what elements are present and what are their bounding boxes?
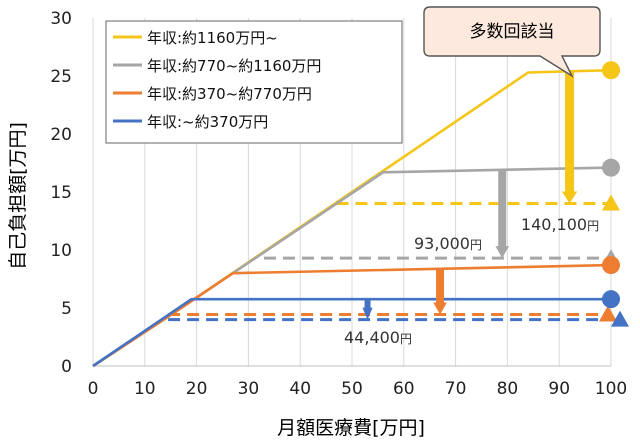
y-tick-label: 0 <box>61 357 72 377</box>
reduction-arrow-3 <box>362 299 373 320</box>
x-tick-label: 20 <box>186 379 208 399</box>
value-label-2: 44,400円 <box>344 328 412 347</box>
legend-label-2: 年収:約370~約770万円 <box>147 85 312 103</box>
legend-label-0: 年収:約1160万円~ <box>147 29 278 47</box>
y-tick-labels: 0 5 10 15 20 25 30 <box>50 9 72 377</box>
x-tick-label: 30 <box>238 379 260 399</box>
legend: 年収:約1160万円~ 年収:約770~約1160万円年収:約370~約770万円… <box>105 20 403 144</box>
end-triangle-0 <box>602 194 620 211</box>
end-circle-1 <box>602 158 620 177</box>
end-circle-0 <box>602 61 620 80</box>
end-triangle-2 <box>599 305 617 322</box>
y-axis-label: 自己負担額[万円] <box>7 122 29 270</box>
reduction-arrows <box>362 71 578 320</box>
end-circle-2 <box>602 256 620 275</box>
y-tick-label: 15 <box>50 183 72 203</box>
value-label-1: 93,000円 <box>414 234 482 253</box>
callout-bubble <box>423 6 601 78</box>
x-tick-labels: 0 10 20 30 40 50 60 70 80 90 100 <box>88 379 628 399</box>
series-line-3 <box>92 297 611 368</box>
x-tick-label: 0 <box>88 379 99 399</box>
x-tick-label: 100 <box>595 379 627 399</box>
end-triangle-3 <box>611 310 629 327</box>
x-tick-label: 10 <box>134 379 156 399</box>
y-tick-label: 25 <box>50 67 72 87</box>
y-tick-label: 10 <box>50 241 72 261</box>
callout-text: 多数回該当 <box>470 22 555 42</box>
x-tick-label: 40 <box>289 379 311 399</box>
x-tick-label: 70 <box>445 379 467 399</box>
y-tick-label: 30 <box>50 9 72 29</box>
legend-box <box>105 20 403 144</box>
x-tick-label: 50 <box>341 379 363 399</box>
end-markers <box>599 61 629 327</box>
value-labels: 140,100円 93,000円 44,400円 <box>344 215 599 347</box>
x-tick-label: 90 <box>548 379 570 399</box>
end-circle-3 <box>602 290 620 309</box>
legend-label-1: 年収:約770~約1160万円 <box>147 57 321 75</box>
y-tick-label: 20 <box>50 125 72 145</box>
callout: 多数回該当 <box>423 6 601 78</box>
reduction-arrow-1 <box>495 169 510 259</box>
x-tick-label: 80 <box>497 379 519 399</box>
value-label-0: 140,100円 <box>521 215 599 234</box>
reduction-arrow-2 <box>433 268 447 315</box>
y-tick-label: 5 <box>61 299 72 319</box>
x-tick-label: 60 <box>393 379 415 399</box>
x-axis-label: 月額医療費[万円] <box>277 417 425 439</box>
legend-label-3: 年収:~約370万円 <box>147 113 268 131</box>
dashed-reduced-lines <box>168 201 611 322</box>
reduction-arrow-0 <box>561 71 578 204</box>
